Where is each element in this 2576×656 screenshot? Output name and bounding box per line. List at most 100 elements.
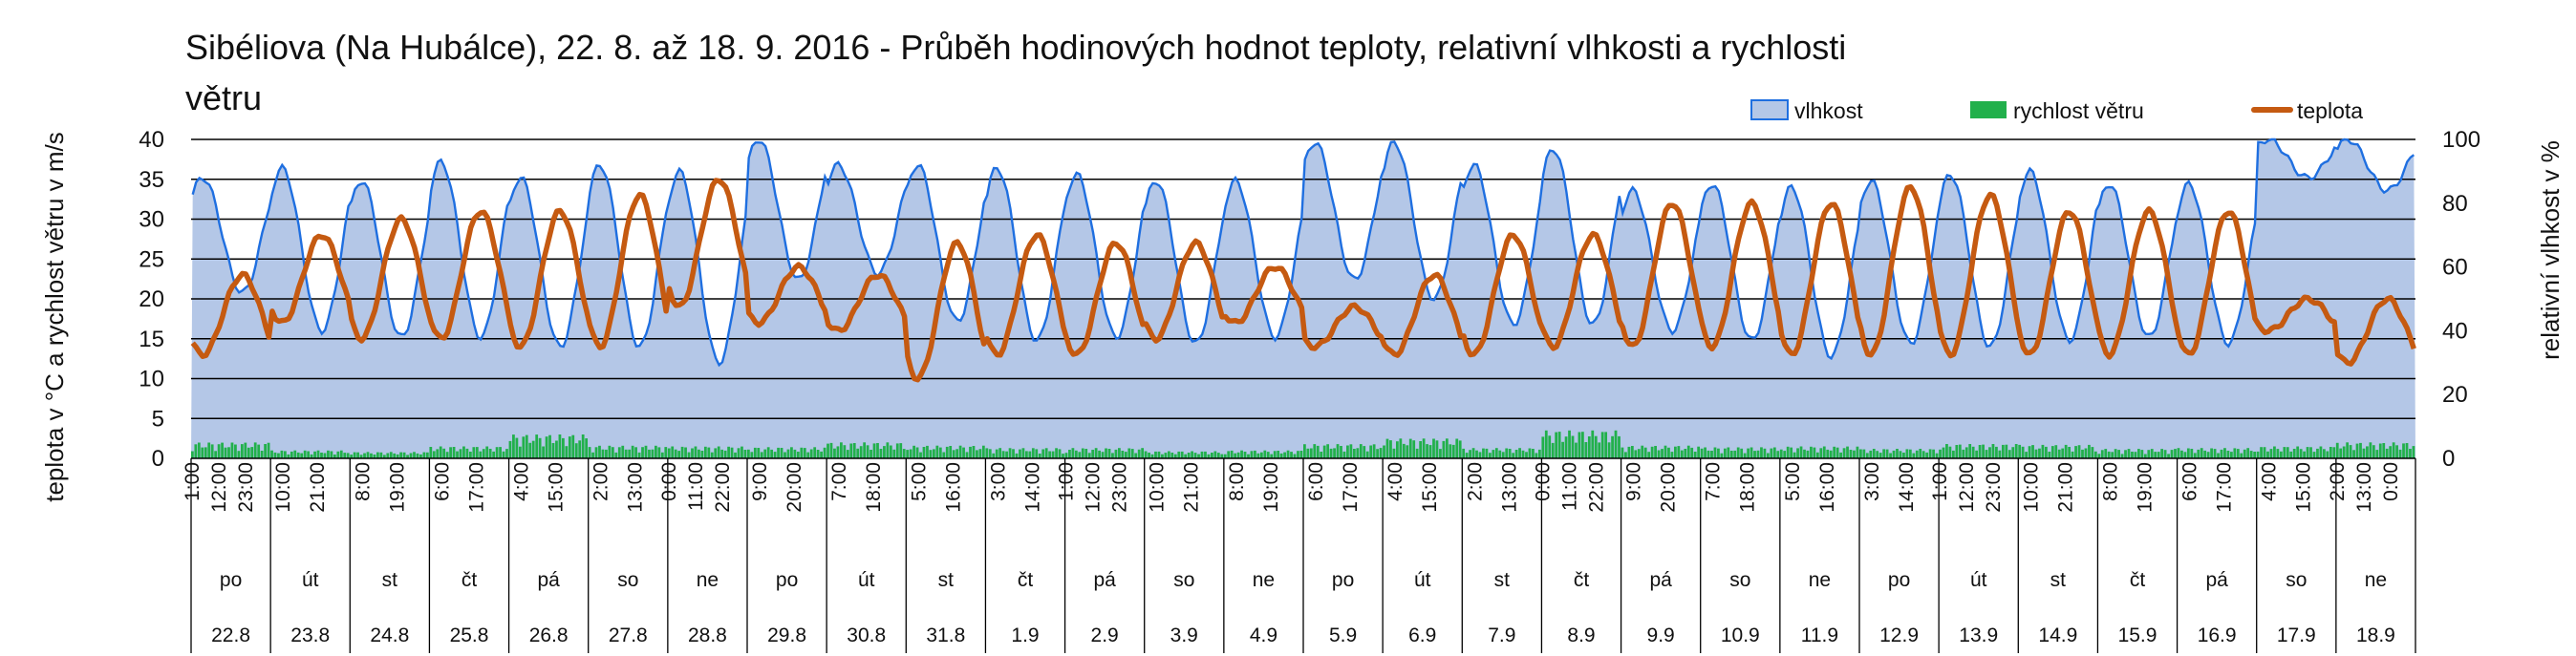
wind-bar	[382, 455, 386, 458]
wind-bar	[1101, 452, 1105, 458]
wind-bar	[277, 453, 280, 458]
wind-bar	[1654, 446, 1657, 458]
wind-bar	[323, 453, 327, 458]
wind-bar	[2114, 449, 2117, 458]
humidity-line	[191, 138, 2415, 368]
wind-bar	[876, 443, 879, 458]
wind-bar	[1161, 454, 1164, 458]
wind-bar	[1736, 447, 1740, 458]
wind-bar	[2190, 449, 2194, 458]
wind-bar	[1184, 454, 1188, 458]
weekday-label: po	[220, 569, 242, 591]
wind-bar	[2296, 446, 2300, 458]
wind-bar	[981, 445, 985, 458]
hour-tick-label: 8:00	[352, 462, 374, 501]
wind-bar	[505, 449, 508, 458]
wind-bar	[439, 446, 442, 458]
wind-bar	[1518, 448, 1521, 458]
wind-bar	[1962, 449, 1965, 458]
left-axis-tick-label: 0	[152, 446, 164, 472]
wind-bar	[1618, 435, 1621, 458]
wind-bar	[1921, 451, 1925, 458]
wind-bar	[2355, 443, 2359, 458]
wind-bar	[1150, 454, 1154, 458]
right-axis-tick-label: 40	[2442, 318, 2468, 344]
wind-bar	[565, 446, 569, 458]
wind-bar	[2157, 452, 2160, 458]
wind-bar	[1167, 451, 1170, 458]
wind-bar	[472, 447, 476, 458]
wind-bar	[1955, 445, 1959, 458]
hour-tick-label: 19:00	[2134, 462, 2156, 513]
wind-bar	[1555, 432, 1558, 458]
wind-bar	[1320, 452, 1323, 458]
wind-bar	[1408, 438, 1412, 458]
wind-bar	[1346, 445, 1349, 458]
wind-bar	[1114, 449, 1118, 458]
wind-bar	[1717, 448, 1720, 458]
wind-bar	[1277, 451, 1280, 458]
wind-bar	[869, 450, 872, 458]
wind-bar	[2253, 452, 2257, 458]
wind-bar	[1707, 450, 1710, 458]
wind-bar	[479, 451, 483, 458]
wind-bar	[1379, 448, 1383, 458]
wind-bar	[267, 442, 270, 458]
wind-bar	[456, 451, 459, 458]
wind-bar	[2071, 451, 2074, 458]
wind-bar	[214, 451, 218, 458]
wind-bar	[1710, 451, 1713, 458]
wind-bar	[373, 455, 376, 458]
wind-bar	[988, 449, 992, 458]
wind-bar	[1455, 438, 1459, 458]
wind-bar	[2163, 450, 2167, 458]
wind-bar	[1134, 453, 1138, 458]
hour-tick-label: 9:00	[1623, 462, 1645, 501]
wind-bar	[2213, 449, 2217, 458]
hour-tick-label: 17:00	[2214, 462, 2236, 513]
wind-bar	[1501, 452, 1505, 458]
date-label: 25.8	[450, 624, 489, 646]
wind-bar	[1704, 447, 1707, 458]
hour-tick-label: 6:00	[2179, 462, 2201, 501]
wind-bar	[191, 451, 194, 458]
wind-bar	[2077, 445, 2081, 458]
wind-bar	[495, 447, 499, 458]
hour-tick-label: 13:00	[1498, 462, 1520, 513]
wind-bar	[655, 445, 657, 458]
left-axis-tick-label: 5	[152, 406, 164, 432]
wind-bar	[1074, 450, 1078, 458]
date-label: 16.9	[2198, 624, 2237, 646]
wind-bar	[1975, 450, 1979, 458]
wind-bar	[1356, 448, 1360, 458]
wind-bar	[449, 447, 452, 458]
wind-bar	[2127, 449, 2131, 458]
wind-bar	[1822, 446, 1826, 458]
wind-bar	[379, 452, 383, 458]
date-label: 10.9	[1721, 624, 1760, 646]
wind-bar	[919, 452, 922, 458]
wind-bar	[823, 447, 826, 458]
left-axis-tick-label: 35	[139, 167, 164, 193]
wind-bar	[1892, 450, 1896, 458]
wind-bar	[346, 453, 350, 458]
wind-bar	[1677, 446, 1681, 458]
wind-bar	[2028, 446, 2031, 458]
wind-bar	[1925, 452, 1929, 458]
wind-bar	[2286, 447, 2289, 458]
wind-bar	[826, 443, 829, 458]
wind-bar	[1584, 442, 1588, 458]
wind-bar	[1505, 448, 1509, 458]
wind-bar	[1478, 452, 1482, 458]
wind-bar	[1197, 454, 1200, 458]
wind-bar	[677, 451, 681, 458]
wind-bar	[1363, 446, 1366, 458]
wind-bar	[1173, 454, 1177, 458]
wind-bar	[1071, 448, 1075, 458]
date-label: 11.9	[1801, 624, 1838, 646]
wind-bar	[217, 444, 221, 458]
wind-bar	[1442, 440, 1446, 458]
wind-bar	[720, 449, 724, 458]
hour-tick-label: 9:00	[749, 462, 771, 501]
